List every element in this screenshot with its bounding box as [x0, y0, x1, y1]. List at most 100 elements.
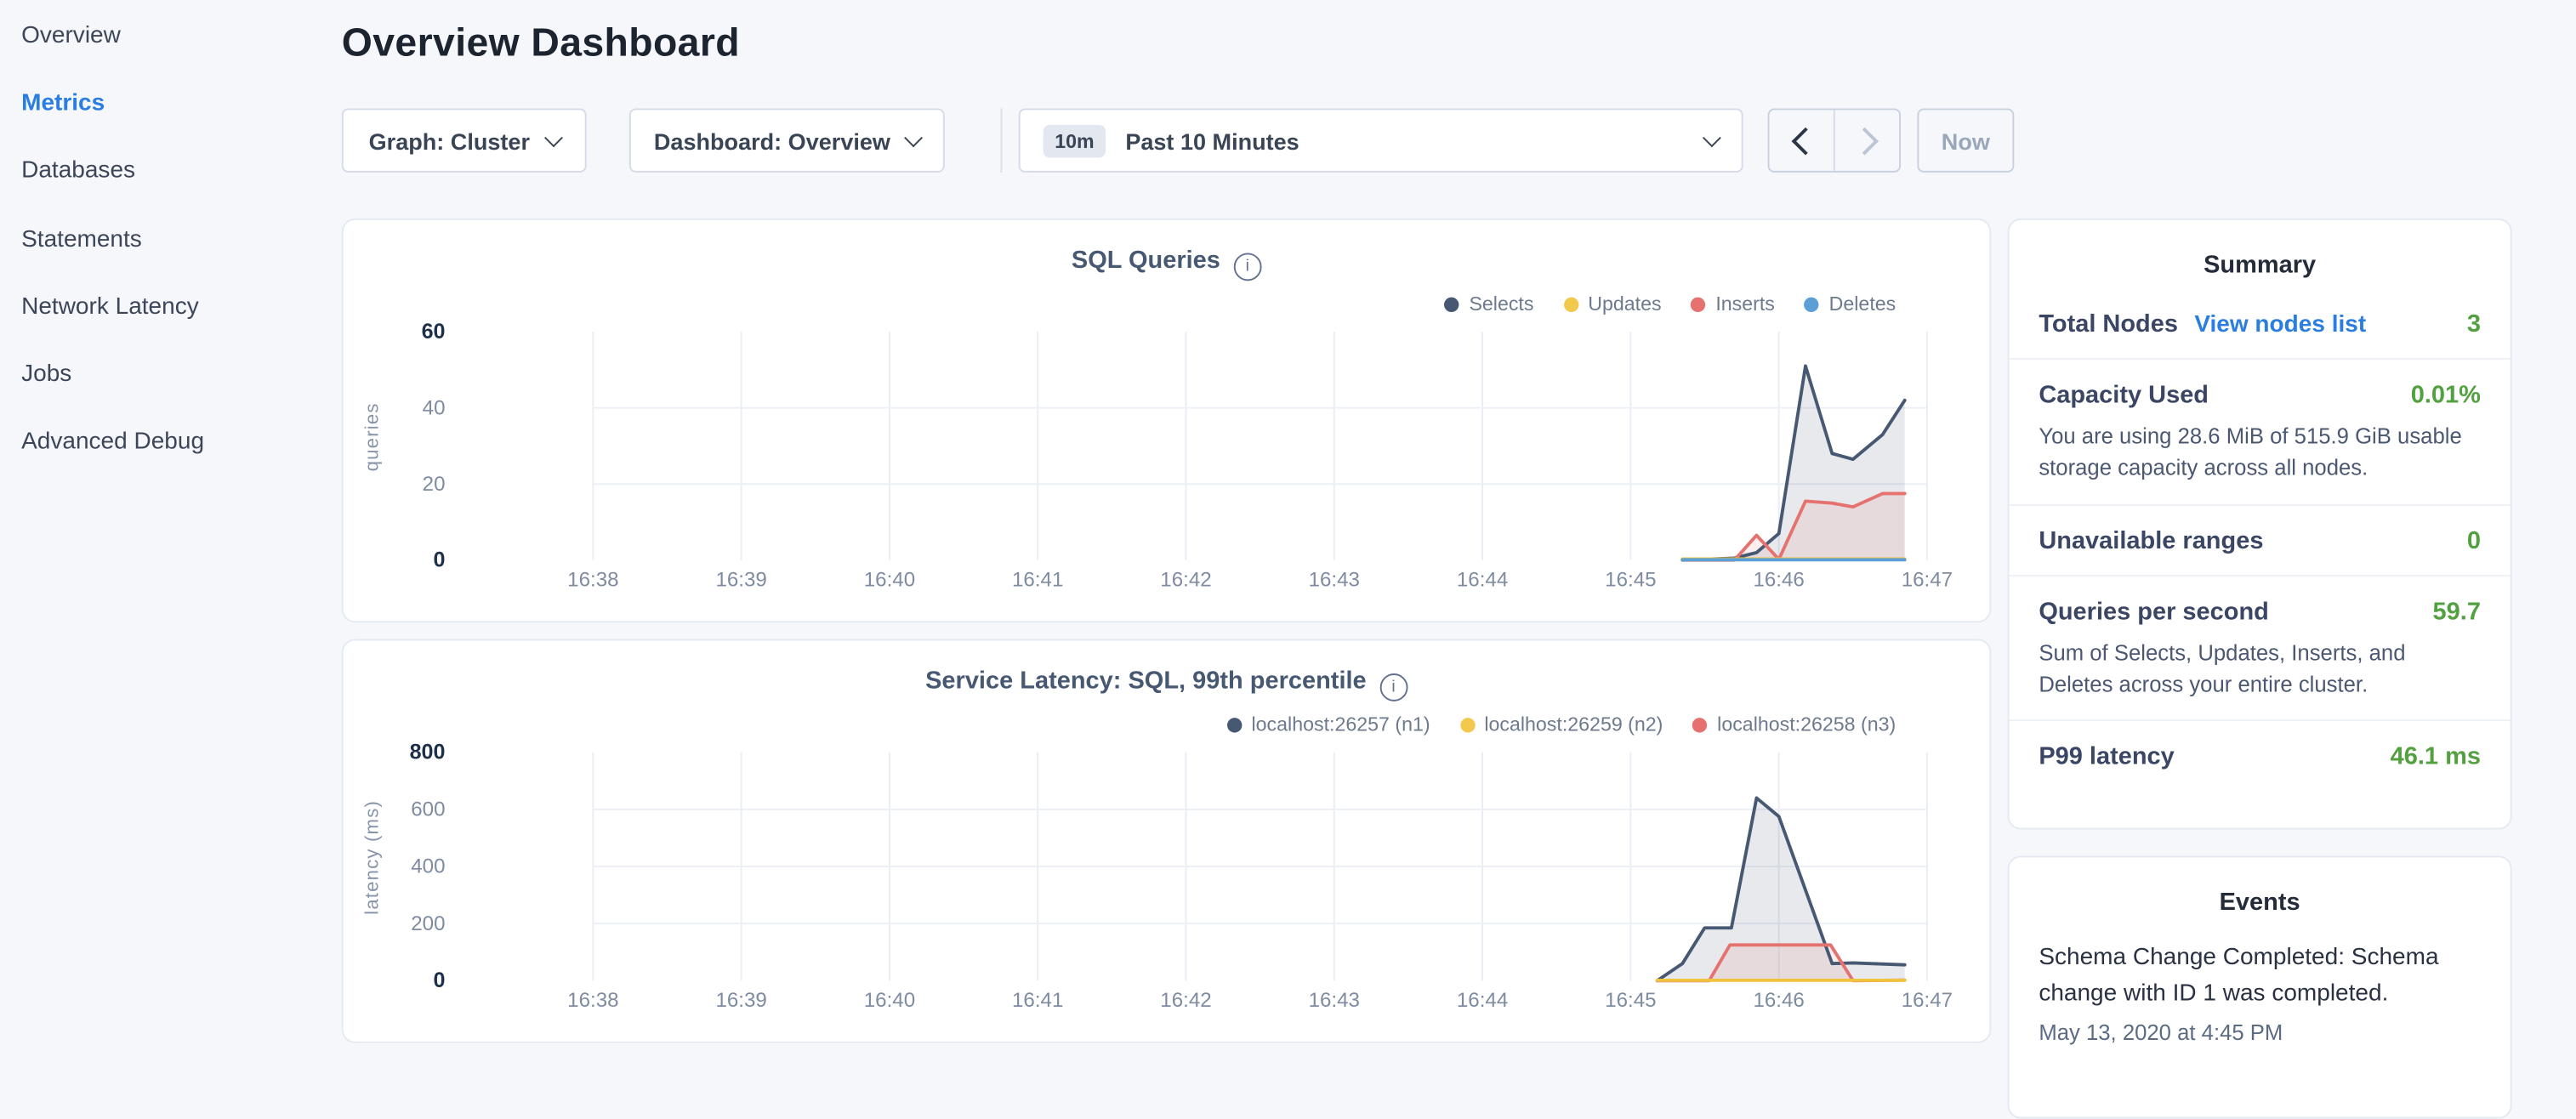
time-range-dropdown[interactable]: 10m Past 10 Minutes — [1018, 108, 1743, 173]
sidebar-item-network-latency[interactable]: Network Latency — [21, 293, 199, 321]
chart-legend: localhost:26257 (n1) localhost:26259 (n2)… — [1226, 713, 1896, 736]
summary-row-label: Queries per second — [2039, 597, 2269, 626]
summary-row-value: 0 — [2466, 526, 2481, 555]
svg-text:20: 20 — [423, 473, 446, 496]
next-range-button[interactable] — [1833, 110, 1899, 171]
info-icon[interactable] — [1233, 253, 1262, 281]
previous-range-button[interactable] — [1770, 110, 1834, 170]
svg-text:16:45: 16:45 — [1605, 569, 1656, 592]
chevron-right-icon — [1850, 126, 1878, 155]
time-range-badge: 10m — [1043, 123, 1106, 157]
legend-label: localhost:26259 (n2) — [1484, 713, 1663, 736]
svg-text:16:38: 16:38 — [567, 989, 618, 1012]
chevron-down-icon — [1702, 128, 1721, 147]
legend-label: Selects — [1469, 292, 1534, 315]
controls-divider — [1000, 108, 1003, 173]
svg-text:16:43: 16:43 — [1309, 569, 1360, 592]
legend-dot-icon — [1226, 717, 1242, 732]
chevron-down-icon — [904, 128, 923, 147]
legend-item: Inserts — [1691, 293, 1775, 315]
graph-scope-dropdown[interactable]: Graph: Cluster — [341, 108, 587, 173]
events-panel: Events Schema Change Completed: Schema c… — [2007, 855, 2512, 1119]
y-axis-unit-label: queries — [362, 402, 384, 472]
legend-label: localhost:26257 (n1) — [1251, 713, 1430, 736]
svg-text:60: 60 — [422, 320, 446, 344]
legend-item: Deletes — [1804, 292, 1896, 315]
svg-text:16:46: 16:46 — [1753, 989, 1804, 1012]
svg-text:0: 0 — [434, 548, 446, 571]
svg-text:800: 800 — [410, 740, 446, 764]
summary-row: Queries per second 59.7 Sum of Selects, Up… — [2009, 576, 2511, 722]
sidebar-item-databases[interactable]: Databases — [21, 157, 136, 185]
info-icon[interactable] — [1379, 673, 1407, 702]
event-item[interactable]: Schema Change Completed: Schema change w… — [2010, 927, 2511, 1045]
summary-row: Unavailable ranges 0 — [2009, 505, 2511, 577]
svg-text:0: 0 — [434, 968, 446, 992]
event-timestamp: May 13, 2020 at 4:45 PM — [2039, 1020, 2283, 1045]
summary-row-value: 3 — [2466, 310, 2481, 338]
service-latency-plot-area[interactable]: 16:38 16:39 16:40 16:41 16:42 16:43 16:44 16:45… — [344, 640, 1990, 1044]
svg-text:16:45: 16:45 — [1605, 989, 1656, 1012]
svg-text:16:40: 16:40 — [864, 989, 915, 1012]
summary-row-value: 0.01% — [2410, 381, 2481, 410]
svg-text:16:42: 16:42 — [1160, 569, 1211, 592]
chart-title: Service Latency: SQL, 99th percentile — [344, 667, 1990, 702]
summary-row-value: 59.7 — [2432, 597, 2481, 626]
chevron-down-icon — [543, 128, 562, 147]
summary-row-label: P99 latency — [2039, 742, 2175, 771]
service-latency-chart-card: Service Latency: SQL, 99th percentile lo… — [341, 639, 1992, 1044]
summary-row-value: 46.1 ms — [2390, 742, 2481, 771]
event-text: Schema Change Completed: Schema change w… — [2039, 944, 2439, 1008]
sidebar-item-overview[interactable]: Overview — [21, 22, 121, 49]
time-step-buttons — [1767, 108, 1902, 173]
summary-row-note: Sum of Selects, Updates, Inserts, and De… — [2039, 639, 2406, 696]
legend-dot-icon — [1692, 717, 1708, 732]
view-nodes-list-link[interactable]: View nodes list — [2194, 312, 2367, 338]
svg-text:16:46: 16:46 — [1753, 569, 1804, 592]
sidebar-item-metrics[interactable]: Metrics — [21, 90, 105, 117]
svg-text:16:47: 16:47 — [1902, 989, 1953, 1012]
db-console-screen: Overview Metrics Databases Statements Networ… — [0, 0, 2576, 1051]
dashboard-dropdown[interactable]: Dashboard: Overview — [628, 108, 945, 173]
legend-item: Selects — [1444, 293, 1533, 315]
svg-text:200: 200 — [411, 912, 445, 935]
summary-row-note: You are using 28.6 MiB of 515.9 GiB usab… — [2039, 423, 2462, 480]
summary-row-label: Unavailable ranges — [2039, 526, 2264, 555]
legend-item: localhost:26257 (n1) — [1226, 713, 1430, 736]
time-range-label: Past 10 Minutes — [1125, 127, 1299, 154]
sidebar-nav: Overview Metrics Databases Statements Networ… — [0, 0, 322, 476]
svg-text:16:41: 16:41 — [1012, 569, 1063, 592]
svg-text:40: 40 — [423, 396, 446, 419]
legend-dot-icon — [1804, 296, 1820, 312]
svg-text:16:44: 16:44 — [1457, 569, 1508, 592]
now-button[interactable]: Now — [1917, 108, 2015, 173]
y-axis-unit-label: latency (ms) — [362, 799, 384, 915]
legend-dot-icon — [1563, 296, 1578, 312]
legend-item: localhost:26259 (n2) — [1459, 713, 1663, 736]
summary-row: Total Nodes View nodes list 3 — [2009, 289, 2511, 361]
legend-dot-icon — [1444, 296, 1459, 312]
summary-row: Capacity Used 0.01% You are using 28.6 MiB… — [2009, 360, 2511, 506]
legend-label: Deletes — [1828, 292, 1896, 315]
svg-text:16:39: 16:39 — [715, 989, 766, 1012]
sql-queries-chart-card: SQL Queries Selects Updates Inserts Deletes… — [341, 218, 1992, 624]
svg-text:16:43: 16:43 — [1309, 989, 1360, 1012]
chart-title: SQL Queries — [344, 247, 1990, 281]
svg-text:16:40: 16:40 — [864, 569, 915, 592]
sql-queries-plot-area[interactable]: 16:38 16:39 16:40 16:41 16:42 16:43 16:44 16:45… — [344, 220, 1990, 624]
sidebar-item-statements[interactable]: Statements — [21, 225, 142, 253]
svg-text:600: 600 — [411, 798, 445, 821]
legend-dot-icon — [1691, 296, 1706, 312]
summary-row-label: Capacity Used — [2039, 381, 2209, 410]
svg-text:16:38: 16:38 — [567, 569, 618, 592]
legend-label: Inserts — [1715, 292, 1775, 315]
summary-row: P99 latency 46.1 ms — [2010, 721, 2511, 790]
event-items: Schema Change Completed: Schema change w… — [2010, 927, 2511, 1045]
svg-text:16:47: 16:47 — [1902, 569, 1953, 592]
summary-panel: Summary Total Nodes View nodes list 3 Capac… — [2007, 218, 2512, 830]
legend-dot-icon — [1459, 717, 1475, 732]
sidebar-item-jobs[interactable]: Jobs — [21, 361, 72, 389]
summary-row-label: Total Nodes — [2039, 310, 2179, 338]
page-title: Overview Dashboard — [341, 21, 740, 66]
sidebar-item-advanced-debug[interactable]: Advanced Debug — [21, 429, 205, 456]
